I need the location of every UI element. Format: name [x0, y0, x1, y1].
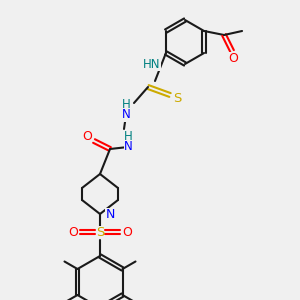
- Text: O: O: [122, 226, 132, 238]
- Text: S: S: [173, 92, 181, 104]
- Text: HN: HN: [143, 58, 161, 70]
- Text: N: N: [122, 109, 130, 122]
- Text: S: S: [96, 226, 104, 238]
- Text: O: O: [68, 226, 78, 238]
- Text: O: O: [82, 130, 92, 143]
- Text: N: N: [124, 140, 132, 154]
- Text: O: O: [228, 52, 238, 64]
- Text: H: H: [124, 130, 132, 143]
- Text: N: N: [105, 208, 115, 220]
- Text: H: H: [122, 98, 130, 112]
